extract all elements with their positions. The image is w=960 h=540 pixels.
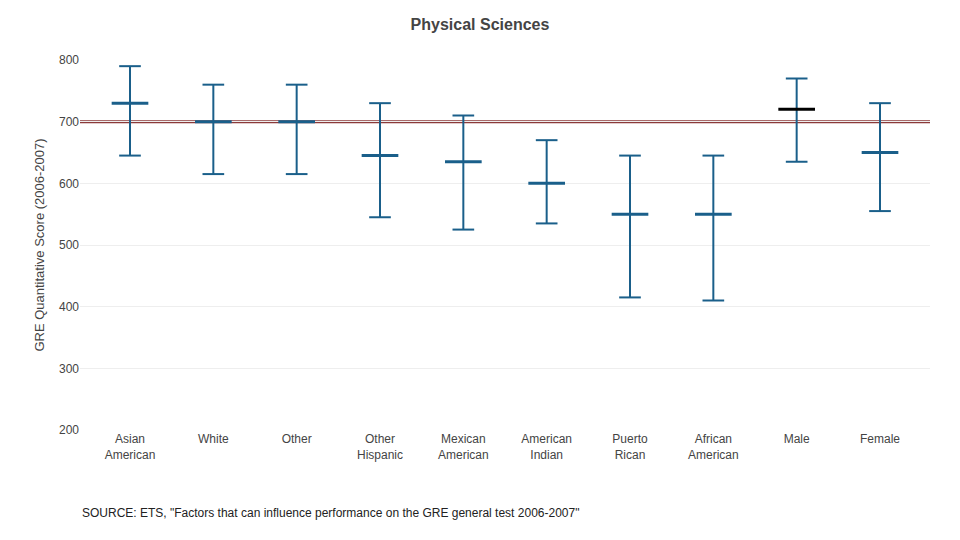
svg-text:600: 600 [59,177,79,191]
svg-text:500: 500 [59,238,79,252]
svg-text:AfricanAmerican: AfricanAmerican [688,432,739,462]
svg-text:MexicanAmerican: MexicanAmerican [438,432,489,462]
svg-text:Female: Female [860,432,900,446]
svg-text:Other: Other [282,432,312,446]
svg-text:White: White [198,432,229,446]
svg-text:400: 400 [59,300,79,314]
svg-text:200: 200 [59,423,79,437]
svg-text:700: 700 [59,115,79,129]
svg-text:AsianAmerican: AsianAmerican [105,432,156,462]
svg-text:300: 300 [59,362,79,376]
svg-text:GRE Quantitative Score (2006-2: GRE Quantitative Score (2006-2007) [32,138,47,351]
svg-text:AmericanIndian: AmericanIndian [521,432,572,462]
svg-text:SOURCE: ETS, "Factors that can: SOURCE: ETS, "Factors that can influence… [82,506,579,520]
svg-text:OtherHispanic: OtherHispanic [357,432,403,462]
svg-text:Physical Sciences: Physical Sciences [411,16,550,33]
svg-text:Male: Male [784,432,810,446]
svg-text:PuertoRican: PuertoRican [612,432,648,462]
svg-text:800: 800 [59,53,79,67]
